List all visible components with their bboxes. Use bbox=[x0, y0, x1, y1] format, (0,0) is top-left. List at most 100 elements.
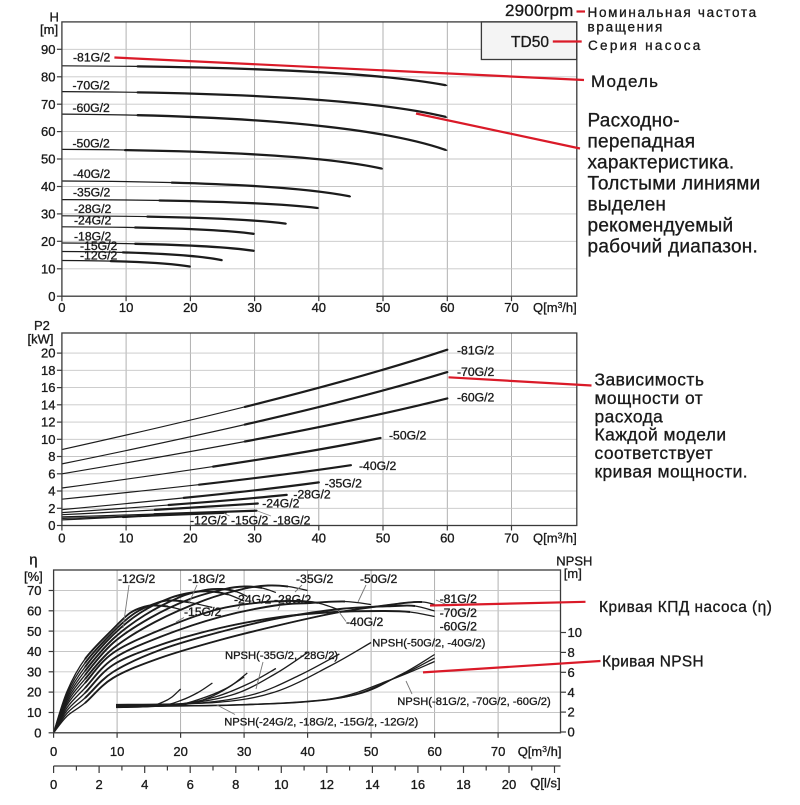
svg-text:Кривая NPSH: Кривая NPSH bbox=[602, 654, 704, 671]
svg-text:10: 10 bbox=[119, 300, 133, 315]
svg-text:-24G/2: -24G/2 bbox=[74, 214, 111, 228]
svg-text:-35G/2: -35G/2 bbox=[73, 186, 110, 200]
svg-text:NPSH(-50G/2, -40G/2): NPSH(-50G/2, -40G/2) bbox=[372, 638, 485, 650]
svg-text:40: 40 bbox=[41, 179, 55, 194]
svg-text:0: 0 bbox=[50, 777, 57, 792]
svg-text:70: 70 bbox=[27, 583, 41, 598]
svg-text:14: 14 bbox=[41, 397, 55, 412]
svg-text:2: 2 bbox=[568, 705, 575, 720]
svg-text:-28G/2: -28G/2 bbox=[74, 202, 111, 216]
svg-text:Кривая КПД насоса (η): Кривая КПД насоса (η) bbox=[599, 599, 772, 616]
svg-text:0: 0 bbox=[58, 531, 65, 546]
svg-text:60: 60 bbox=[41, 124, 55, 139]
svg-text:16: 16 bbox=[41, 380, 55, 395]
svg-text:-28G/2: -28G/2 bbox=[274, 593, 311, 607]
svg-text:вращения: вращения bbox=[588, 20, 665, 35]
svg-text:Расходно-: Расходно- bbox=[588, 111, 680, 132]
svg-text:12: 12 bbox=[41, 415, 55, 430]
svg-text:-50G/2: -50G/2 bbox=[73, 137, 110, 151]
svg-text:40: 40 bbox=[300, 744, 314, 759]
svg-text:NPSH: NPSH bbox=[556, 554, 592, 569]
svg-text:0: 0 bbox=[48, 289, 55, 304]
svg-text:2900rpm: 2900rpm bbox=[505, 1, 574, 20]
svg-text:30: 30 bbox=[247, 300, 261, 315]
svg-text:-70G/2: -70G/2 bbox=[440, 606, 477, 620]
svg-text:20: 20 bbox=[183, 531, 197, 546]
svg-text:характеристика.: характеристика. bbox=[588, 153, 735, 174]
svg-text:50: 50 bbox=[376, 300, 390, 315]
svg-text:10: 10 bbox=[119, 531, 133, 546]
svg-text:Q[m3/h]: Q[m3/h] bbox=[518, 744, 562, 759]
svg-text:рабочий диапазон.: рабочий диапазон. bbox=[588, 237, 759, 258]
svg-text:10: 10 bbox=[110, 744, 124, 759]
svg-text:-40G/2: -40G/2 bbox=[73, 167, 110, 181]
svg-text:[%]: [%] bbox=[24, 569, 43, 584]
svg-text:соответствует: соответствует bbox=[595, 443, 714, 463]
svg-text:70: 70 bbox=[491, 744, 505, 759]
svg-text:16: 16 bbox=[411, 777, 425, 792]
svg-text:рекомендуемый: рекомендуемый bbox=[588, 216, 734, 237]
svg-text:Серия насоса: Серия насоса bbox=[588, 38, 703, 53]
svg-text:2: 2 bbox=[95, 777, 102, 792]
svg-text:-24G/2: -24G/2 bbox=[262, 497, 299, 511]
svg-text:-60G/2: -60G/2 bbox=[73, 101, 110, 115]
svg-text:70: 70 bbox=[41, 97, 55, 112]
svg-text:-35G/2: -35G/2 bbox=[296, 572, 333, 586]
svg-text:Зависимость: Зависимость bbox=[595, 370, 705, 390]
svg-text:8: 8 bbox=[568, 645, 575, 660]
svg-text:-40G/2: -40G/2 bbox=[359, 459, 396, 473]
svg-text:60: 60 bbox=[440, 300, 454, 315]
svg-text:70: 70 bbox=[504, 531, 518, 546]
svg-text:кривая мощности.: кривая мощности. bbox=[595, 462, 749, 482]
svg-text:NPSH(-35G/2, -28G/2): NPSH(-35G/2, -28G/2) bbox=[225, 650, 338, 662]
svg-text:-15G/2: -15G/2 bbox=[80, 239, 117, 253]
svg-text:η: η bbox=[29, 552, 37, 569]
svg-text:80: 80 bbox=[41, 69, 55, 84]
svg-text:30: 30 bbox=[41, 207, 55, 222]
svg-text:6: 6 bbox=[187, 777, 194, 792]
svg-text:10: 10 bbox=[568, 625, 582, 640]
svg-text:0: 0 bbox=[568, 725, 575, 740]
svg-text:20: 20 bbox=[502, 777, 516, 792]
svg-text:50: 50 bbox=[41, 152, 55, 167]
svg-text:50: 50 bbox=[27, 624, 41, 639]
svg-text:выделен: выделен bbox=[588, 195, 667, 216]
svg-text:-15G/2: -15G/2 bbox=[231, 514, 268, 528]
svg-text:-60G/2: -60G/2 bbox=[457, 391, 494, 405]
svg-text:6: 6 bbox=[48, 466, 55, 481]
svg-text:перепадная: перепадная bbox=[588, 132, 696, 153]
svg-text:[kW]: [kW] bbox=[28, 332, 54, 347]
svg-text:0: 0 bbox=[58, 300, 65, 315]
svg-text:0: 0 bbox=[34, 725, 41, 740]
svg-text:-24G/2: -24G/2 bbox=[234, 593, 271, 607]
svg-text:20: 20 bbox=[41, 346, 55, 361]
svg-text:10: 10 bbox=[41, 432, 55, 447]
svg-text:-50G/2: -50G/2 bbox=[389, 429, 426, 443]
svg-text:H: H bbox=[50, 10, 59, 25]
svg-text:50: 50 bbox=[364, 744, 378, 759]
svg-text:-70G/2: -70G/2 bbox=[457, 365, 494, 379]
svg-text:40: 40 bbox=[27, 644, 41, 659]
svg-text:90: 90 bbox=[41, 42, 55, 57]
svg-text:P2: P2 bbox=[34, 318, 50, 333]
svg-text:8: 8 bbox=[48, 449, 55, 464]
svg-text:4: 4 bbox=[48, 484, 55, 499]
svg-text:-12G/2: -12G/2 bbox=[190, 514, 227, 528]
svg-text:20: 20 bbox=[183, 300, 197, 315]
svg-text:30: 30 bbox=[27, 664, 41, 679]
svg-text:Каждой модели: Каждой модели bbox=[595, 425, 727, 445]
svg-text:18: 18 bbox=[41, 363, 55, 378]
svg-text:60: 60 bbox=[440, 531, 454, 546]
svg-text:10: 10 bbox=[41, 261, 55, 276]
svg-text:0: 0 bbox=[48, 518, 55, 533]
svg-text:-70G/2: -70G/2 bbox=[73, 79, 110, 93]
svg-text:расхода: расхода bbox=[595, 406, 664, 426]
svg-text:-12G/2: -12G/2 bbox=[118, 572, 155, 586]
svg-text:10: 10 bbox=[27, 705, 41, 720]
svg-text:-81G/2: -81G/2 bbox=[440, 592, 477, 606]
svg-text:Q[m3/h]: Q[m3/h] bbox=[533, 531, 577, 546]
svg-text:40: 40 bbox=[312, 531, 326, 546]
svg-text:Модель: Модель bbox=[591, 72, 659, 91]
svg-text:60: 60 bbox=[27, 603, 41, 618]
svg-text:NPSH(-81G/2, -70G/2, -60G/2): NPSH(-81G/2, -70G/2, -60G/2) bbox=[397, 696, 551, 708]
